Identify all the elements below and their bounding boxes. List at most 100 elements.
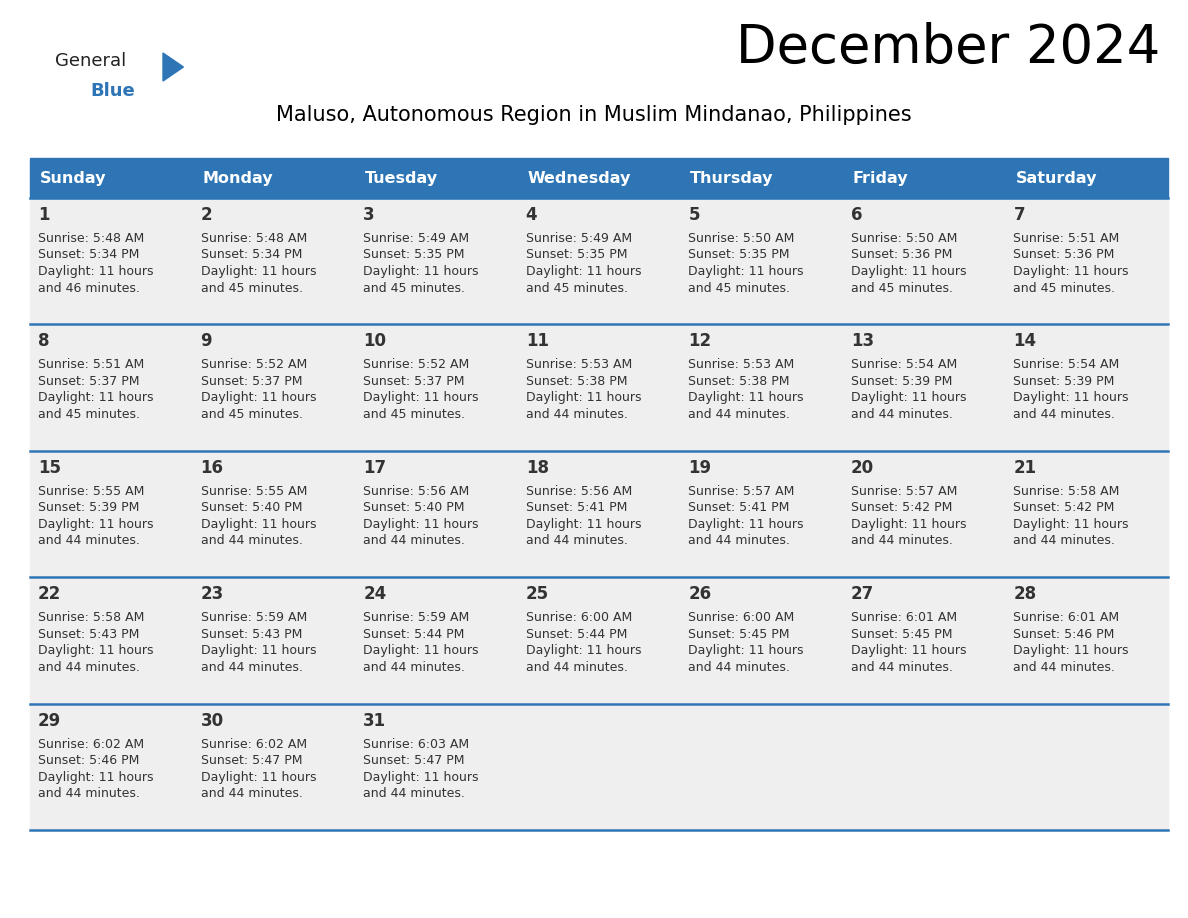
Text: and 44 minutes.: and 44 minutes. xyxy=(38,661,140,674)
Text: Friday: Friday xyxy=(853,171,909,185)
Bar xyxy=(30,577,1168,703)
Text: Daylight: 11 hours: Daylight: 11 hours xyxy=(526,644,642,657)
Text: and 45 minutes.: and 45 minutes. xyxy=(851,282,953,295)
Text: and 44 minutes.: and 44 minutes. xyxy=(201,787,303,800)
Text: Sunrise: 5:53 AM: Sunrise: 5:53 AM xyxy=(526,358,632,372)
Text: and 44 minutes.: and 44 minutes. xyxy=(688,534,790,547)
Text: Daylight: 11 hours: Daylight: 11 hours xyxy=(38,518,153,531)
Text: 13: 13 xyxy=(851,332,874,351)
Text: 22: 22 xyxy=(38,585,62,603)
Text: Sunrise: 6:02 AM: Sunrise: 6:02 AM xyxy=(38,737,144,751)
Text: Daylight: 11 hours: Daylight: 11 hours xyxy=(38,644,153,657)
Text: Daylight: 11 hours: Daylight: 11 hours xyxy=(201,644,316,657)
Text: Sunset: 5:41 PM: Sunset: 5:41 PM xyxy=(688,501,790,514)
Text: Sunset: 5:47 PM: Sunset: 5:47 PM xyxy=(201,754,302,767)
Bar xyxy=(30,451,1168,577)
Text: and 44 minutes.: and 44 minutes. xyxy=(364,661,465,674)
Text: Sunset: 5:36 PM: Sunset: 5:36 PM xyxy=(851,249,953,262)
Text: Sunrise: 5:58 AM: Sunrise: 5:58 AM xyxy=(38,611,145,624)
Text: and 45 minutes.: and 45 minutes. xyxy=(201,282,303,295)
Text: 15: 15 xyxy=(38,459,61,476)
Text: 10: 10 xyxy=(364,332,386,351)
Text: Sunrise: 5:52 AM: Sunrise: 5:52 AM xyxy=(364,358,469,372)
Text: 26: 26 xyxy=(688,585,712,603)
Text: and 45 minutes.: and 45 minutes. xyxy=(364,408,466,420)
Text: Sunrise: 6:00 AM: Sunrise: 6:00 AM xyxy=(526,611,632,624)
Text: Sunset: 5:35 PM: Sunset: 5:35 PM xyxy=(688,249,790,262)
Text: Daylight: 11 hours: Daylight: 11 hours xyxy=(201,770,316,784)
Text: 16: 16 xyxy=(201,459,223,476)
Text: and 45 minutes.: and 45 minutes. xyxy=(526,282,627,295)
Text: 14: 14 xyxy=(1013,332,1037,351)
Text: 4: 4 xyxy=(526,206,537,224)
Text: Daylight: 11 hours: Daylight: 11 hours xyxy=(364,518,479,531)
Text: Sunrise: 6:01 AM: Sunrise: 6:01 AM xyxy=(1013,611,1119,624)
Text: Sunset: 5:42 PM: Sunset: 5:42 PM xyxy=(1013,501,1114,514)
Text: and 44 minutes.: and 44 minutes. xyxy=(1013,408,1116,420)
Text: and 44 minutes.: and 44 minutes. xyxy=(201,534,303,547)
Text: Wednesday: Wednesday xyxy=(527,171,631,185)
Text: and 44 minutes.: and 44 minutes. xyxy=(38,787,140,800)
Text: 1: 1 xyxy=(38,206,50,224)
Text: Sunset: 5:38 PM: Sunset: 5:38 PM xyxy=(526,375,627,388)
Text: Daylight: 11 hours: Daylight: 11 hours xyxy=(1013,644,1129,657)
Text: Daylight: 11 hours: Daylight: 11 hours xyxy=(364,265,479,278)
Text: Daylight: 11 hours: Daylight: 11 hours xyxy=(38,770,153,784)
Text: Daylight: 11 hours: Daylight: 11 hours xyxy=(364,770,479,784)
Bar xyxy=(30,198,1168,324)
Text: Daylight: 11 hours: Daylight: 11 hours xyxy=(688,391,804,405)
Text: Sunrise: 5:54 AM: Sunrise: 5:54 AM xyxy=(1013,358,1119,372)
Text: Sunset: 5:44 PM: Sunset: 5:44 PM xyxy=(526,628,627,641)
Text: Sunrise: 5:56 AM: Sunrise: 5:56 AM xyxy=(364,485,469,498)
Text: Sunrise: 5:50 AM: Sunrise: 5:50 AM xyxy=(851,232,958,245)
Text: and 45 minutes.: and 45 minutes. xyxy=(1013,282,1116,295)
Text: Daylight: 11 hours: Daylight: 11 hours xyxy=(851,518,966,531)
Text: Sunset: 5:46 PM: Sunset: 5:46 PM xyxy=(1013,628,1114,641)
Text: Sunset: 5:40 PM: Sunset: 5:40 PM xyxy=(201,501,302,514)
Text: Monday: Monday xyxy=(203,171,273,185)
Text: 24: 24 xyxy=(364,585,386,603)
Text: Daylight: 11 hours: Daylight: 11 hours xyxy=(38,391,153,405)
Text: Sunrise: 5:52 AM: Sunrise: 5:52 AM xyxy=(201,358,307,372)
Text: 7: 7 xyxy=(1013,206,1025,224)
Text: Sunrise: 5:56 AM: Sunrise: 5:56 AM xyxy=(526,485,632,498)
Text: Daylight: 11 hours: Daylight: 11 hours xyxy=(526,265,642,278)
Text: Sunset: 5:37 PM: Sunset: 5:37 PM xyxy=(38,375,139,388)
Text: and 44 minutes.: and 44 minutes. xyxy=(201,661,303,674)
Text: and 44 minutes.: and 44 minutes. xyxy=(688,408,790,420)
Text: Sunrise: 5:51 AM: Sunrise: 5:51 AM xyxy=(1013,232,1119,245)
Text: 5: 5 xyxy=(688,206,700,224)
Text: Sunrise: 6:02 AM: Sunrise: 6:02 AM xyxy=(201,737,307,751)
Text: Sunrise: 5:55 AM: Sunrise: 5:55 AM xyxy=(201,485,307,498)
Text: Sunset: 5:36 PM: Sunset: 5:36 PM xyxy=(1013,249,1114,262)
Text: Daylight: 11 hours: Daylight: 11 hours xyxy=(688,518,804,531)
Text: and 44 minutes.: and 44 minutes. xyxy=(38,534,140,547)
Text: Sunset: 5:37 PM: Sunset: 5:37 PM xyxy=(201,375,302,388)
Text: Sunset: 5:39 PM: Sunset: 5:39 PM xyxy=(1013,375,1114,388)
Text: Daylight: 11 hours: Daylight: 11 hours xyxy=(201,265,316,278)
Text: and 44 minutes.: and 44 minutes. xyxy=(526,534,627,547)
Text: 17: 17 xyxy=(364,459,386,476)
Text: 30: 30 xyxy=(201,711,223,730)
Text: Sunrise: 5:59 AM: Sunrise: 5:59 AM xyxy=(201,611,307,624)
Text: Sunrise: 5:57 AM: Sunrise: 5:57 AM xyxy=(851,485,958,498)
Text: Sunrise: 5:55 AM: Sunrise: 5:55 AM xyxy=(38,485,145,498)
Bar xyxy=(30,158,1168,198)
Text: and 44 minutes.: and 44 minutes. xyxy=(364,787,465,800)
Text: and 44 minutes.: and 44 minutes. xyxy=(851,534,953,547)
Text: and 44 minutes.: and 44 minutes. xyxy=(1013,534,1116,547)
Text: and 44 minutes.: and 44 minutes. xyxy=(851,661,953,674)
Text: and 44 minutes.: and 44 minutes. xyxy=(526,408,627,420)
Text: Daylight: 11 hours: Daylight: 11 hours xyxy=(1013,265,1129,278)
Text: 23: 23 xyxy=(201,585,223,603)
Text: 27: 27 xyxy=(851,585,874,603)
Text: Sunrise: 6:01 AM: Sunrise: 6:01 AM xyxy=(851,611,958,624)
Text: Sunrise: 5:49 AM: Sunrise: 5:49 AM xyxy=(364,232,469,245)
Text: Daylight: 11 hours: Daylight: 11 hours xyxy=(1013,518,1129,531)
Text: and 46 minutes.: and 46 minutes. xyxy=(38,282,140,295)
Text: 9: 9 xyxy=(201,332,213,351)
Text: Daylight: 11 hours: Daylight: 11 hours xyxy=(201,391,316,405)
Text: and 45 minutes.: and 45 minutes. xyxy=(688,282,790,295)
Text: and 44 minutes.: and 44 minutes. xyxy=(851,408,953,420)
Text: Sunrise: 5:48 AM: Sunrise: 5:48 AM xyxy=(38,232,144,245)
